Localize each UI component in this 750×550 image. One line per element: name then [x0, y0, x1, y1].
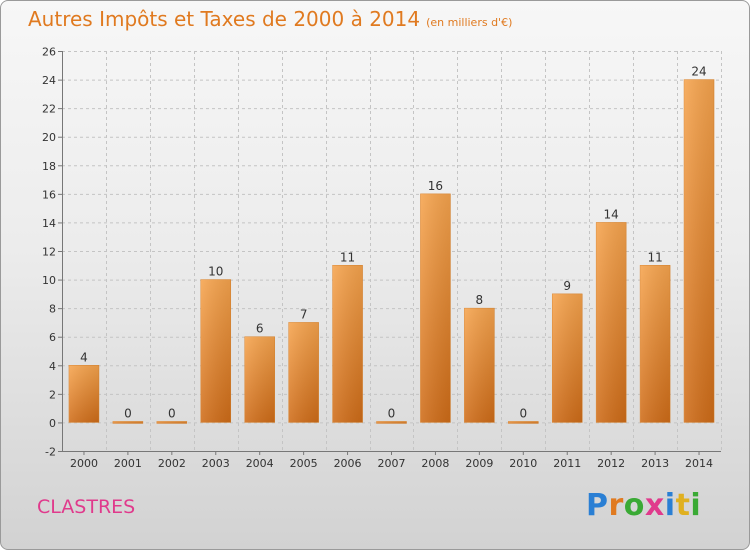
bar-shade — [508, 421, 539, 424]
y-tick-label: 26 — [42, 46, 56, 59]
x-tick-label: 2009 — [465, 457, 493, 470]
bar-shade — [68, 365, 99, 423]
y-tick-label: -2 — [45, 446, 56, 459]
brand-letter: x — [644, 488, 665, 523]
y-tick-label: 2 — [49, 388, 56, 401]
y-tick-label: 16 — [42, 188, 56, 201]
bar-shade — [200, 279, 231, 423]
x-tick-label: 2007 — [378, 457, 406, 470]
bar-value-label: 9 — [563, 279, 571, 293]
y-tick-label: 8 — [49, 303, 56, 316]
bar-value-label: 7 — [300, 307, 308, 321]
brand-letter: i — [664, 488, 676, 523]
x-tick-label: 2003 — [202, 457, 230, 470]
y-tick-label: 10 — [42, 274, 56, 287]
bar-value-label: 0 — [124, 406, 132, 420]
chart-title: Autres Impôts et Taxes de 2000 à 2014 (en… — [28, 7, 512, 31]
labels: -202468101214161820222426420000200102002… — [42, 46, 713, 471]
bar-shade — [376, 421, 407, 424]
bar-value-label: 16 — [428, 179, 443, 193]
bar-value-label: 24 — [691, 65, 706, 79]
bar-shade — [464, 308, 495, 423]
bar-value-label: 0 — [168, 406, 176, 420]
brand-letter: r — [608, 488, 624, 523]
axes — [58, 51, 721, 455]
x-tick-label: 2013 — [641, 457, 669, 470]
bar-value-label: 0 — [519, 406, 527, 420]
bar-value-label: 11 — [340, 250, 355, 264]
y-tick-label: 24 — [42, 74, 56, 87]
bars — [68, 79, 715, 424]
bar-value-label: 10 — [208, 265, 223, 279]
brand-letter: i — [690, 488, 702, 523]
x-tick-label: 2002 — [158, 457, 186, 470]
y-tick-label: 6 — [49, 331, 56, 344]
bar-value-label: 4 — [80, 350, 88, 364]
bar-shade — [244, 336, 275, 423]
x-tick-label: 2004 — [246, 457, 274, 470]
chart-title-text: Autres Impôts et Taxes de 2000 à 2014 — [28, 7, 421, 31]
x-tick-label: 2011 — [553, 457, 581, 470]
brand-letter: P — [586, 488, 609, 523]
bar-shade — [684, 79, 715, 423]
x-tick-label: 2010 — [509, 457, 537, 470]
brand-letter: o — [623, 488, 645, 523]
y-tick-label: 20 — [42, 131, 56, 144]
bar-shade — [420, 193, 451, 423]
x-tick-label: 2014 — [685, 457, 713, 470]
y-tick-label: 22 — [42, 103, 56, 116]
bar-shade — [640, 265, 671, 423]
bar-shade — [552, 293, 583, 423]
x-tick-label: 2000 — [70, 457, 98, 470]
y-tick-label: 0 — [49, 417, 56, 430]
x-tick-label: 2006 — [334, 457, 362, 470]
brand-logo: Proxiti — [586, 488, 701, 523]
x-tick-label: 2008 — [421, 457, 449, 470]
y-tick-label: 12 — [42, 246, 56, 259]
x-tick-label: 2005 — [290, 457, 318, 470]
x-tick-label: 2001 — [114, 457, 142, 470]
bar-value-label: 11 — [647, 250, 662, 264]
bar-shade — [156, 421, 187, 424]
y-tick-label: 4 — [49, 360, 56, 373]
bar-value-label: 0 — [388, 406, 396, 420]
bar-value-label: 14 — [604, 207, 619, 221]
x-tick-label: 2012 — [597, 457, 625, 470]
bar-shade — [288, 322, 319, 423]
y-tick-label: 14 — [42, 217, 56, 230]
chart-subtitle: (en milliers d'€) — [426, 16, 513, 29]
place-name: CLASTRES — [37, 496, 136, 518]
brand-letter: t — [675, 488, 691, 523]
bar-value-label: 8 — [476, 293, 484, 307]
bar-value-label: 6 — [256, 322, 264, 336]
bar-shade — [332, 265, 363, 423]
bar-shade — [596, 222, 627, 423]
y-tick-label: 18 — [42, 160, 56, 173]
bar-shade — [112, 421, 143, 424]
